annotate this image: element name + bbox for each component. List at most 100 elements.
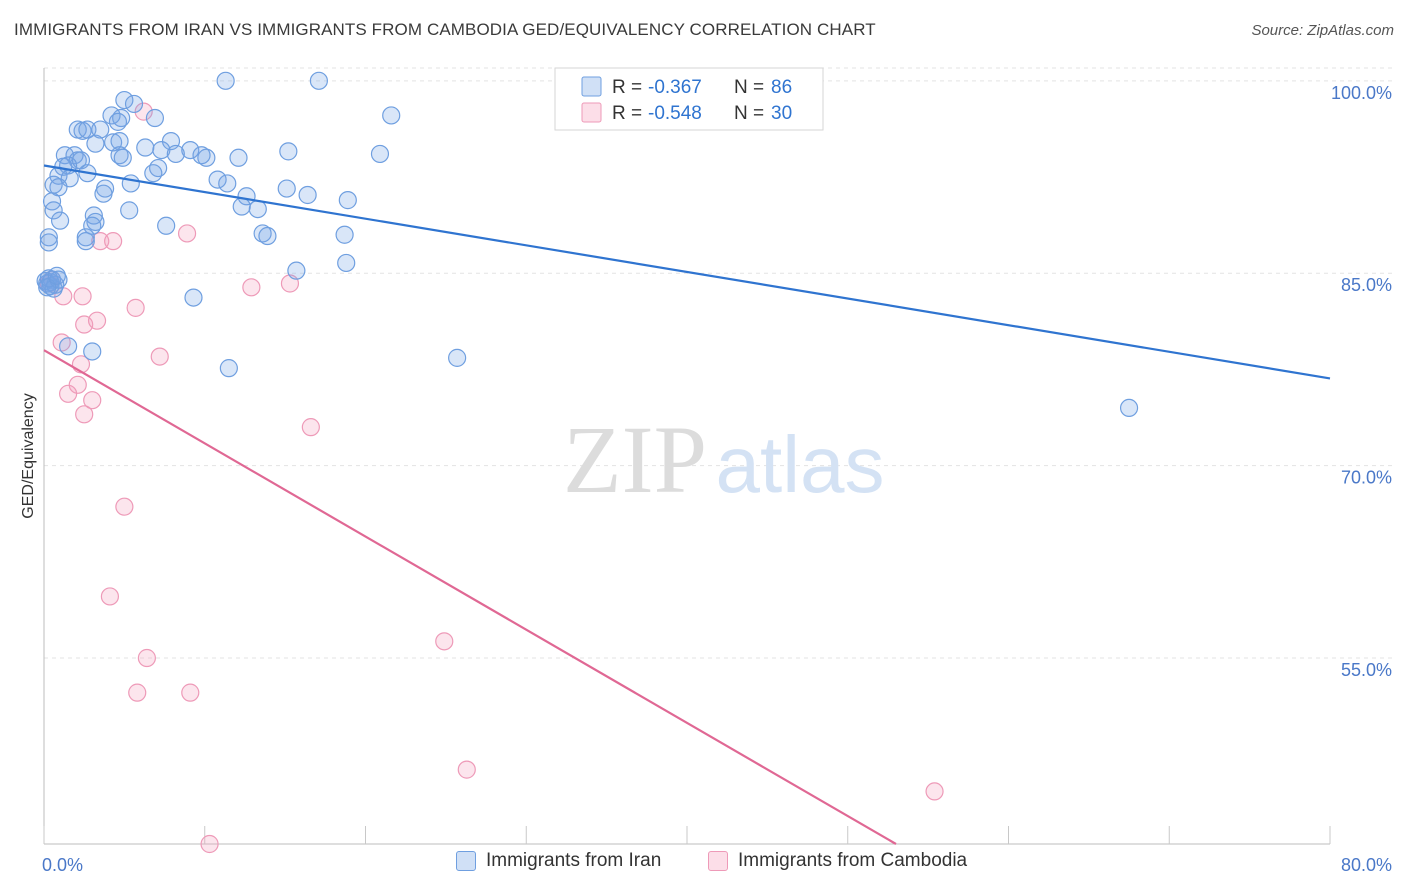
iran-point [232, 197, 251, 216]
legend-swatch-cambodia [581, 102, 602, 123]
iran-point [184, 288, 203, 307]
legend-cambodia-r-value: -0.548 [648, 103, 702, 124]
legend-iran-n-label: N = [734, 77, 764, 98]
iran-point [86, 134, 105, 153]
iran-point [91, 120, 110, 139]
iran-point [145, 108, 165, 128]
legend-swatch-iran-bottom [456, 851, 476, 871]
iran-point [115, 90, 134, 110]
iran-point [113, 148, 132, 167]
iran-point [39, 228, 58, 247]
iran-point [124, 94, 144, 114]
y-tick-label: 100.0% [1331, 83, 1392, 103]
iran-point [218, 174, 237, 193]
legend-cambodia-r-label: R = [612, 103, 642, 124]
legend-item-iran: Immigrants from Iran [456, 850, 661, 872]
iran-point [59, 337, 78, 356]
cambodia-point [150, 347, 169, 366]
cambodia-point [104, 232, 123, 251]
y-tick-labels: 55.0% 70.0% 85.0% 100.0% [1331, 83, 1392, 680]
iran-point [136, 138, 155, 157]
iran-point [219, 359, 238, 378]
iran-point [279, 142, 298, 161]
watermark-atlas: atlas [716, 420, 885, 509]
cambodia-point [91, 232, 110, 251]
cambodia-point [134, 102, 153, 121]
iran-point [309, 71, 328, 90]
iran-point [298, 185, 317, 205]
x-ticks [43, 826, 1331, 844]
iran-trend-line [43, 164, 1331, 380]
iran-point [152, 140, 171, 160]
trend-lines [43, 164, 1331, 845]
cambodia-point [83, 391, 102, 410]
cambodia-point [200, 834, 219, 854]
cambodia-trend-line [43, 349, 897, 845]
iran-point [208, 170, 227, 189]
stats-legend: R = -0.367 N = 86 R = -0.548 N = 30 [554, 67, 824, 131]
legend-cambodia-n-label: N = [734, 103, 764, 124]
iran-point [83, 216, 102, 235]
iran-point [248, 199, 267, 219]
cambodia-point [177, 224, 197, 243]
y-tick-label: 70.0% [1341, 468, 1392, 488]
iran-point [258, 226, 277, 246]
cambodia-point [435, 632, 454, 651]
iran-point [76, 228, 95, 247]
iran-point [94, 184, 113, 203]
iran-point [335, 225, 354, 244]
iran-point [229, 148, 248, 167]
x-tick-label-max: 80.0% [1341, 855, 1392, 875]
iran-point [253, 224, 272, 243]
iran-point [370, 144, 390, 164]
legend-swatch-iran [581, 76, 602, 97]
iran-point [192, 146, 211, 165]
legend-label-iran: Immigrants from Iran [486, 850, 662, 871]
iran-point [78, 120, 97, 139]
iran-point [42, 192, 62, 211]
cambodia-point [115, 497, 134, 516]
chart-title: IMMIGRANTS FROM IRAN VS IMMIGRANTS FROM … [14, 20, 876, 39]
iran-point [337, 253, 356, 273]
iran-point [39, 233, 58, 252]
watermark-zip: ZIP [563, 406, 707, 513]
y-tick-label: 85.0% [1341, 275, 1392, 295]
iran-point [448, 348, 467, 367]
iran-point [1119, 398, 1139, 418]
cambodia-point [301, 418, 320, 437]
cambodia-point [137, 648, 156, 668]
cambodia-point [242, 278, 261, 297]
y-tick-label: 55.0% [1341, 660, 1392, 680]
iran-point [382, 106, 401, 125]
series-legend: Immigrants from Iran Immigrants from Cam… [0, 850, 1406, 878]
legend-iran-r-value: -0.367 [648, 77, 702, 98]
iran-point [44, 201, 63, 220]
legend-iran-n-value: 86 [771, 77, 792, 98]
watermark: ZIP atlas [563, 406, 884, 513]
cambodia-point [181, 683, 200, 702]
iran-point [121, 174, 140, 193]
legend-cambodia-n-value: 30 [771, 103, 792, 124]
cambodia-point [126, 298, 145, 317]
iran-point [50, 211, 70, 230]
iran-point [76, 232, 95, 251]
cambodia-point [87, 311, 107, 330]
legend-iran-r-label: R = [612, 77, 642, 98]
iran-point [166, 144, 185, 164]
iran-point [287, 261, 306, 280]
cambodia-point [128, 683, 147, 702]
iran-point [108, 112, 128, 131]
iran-point [47, 266, 66, 285]
cambodia-point [100, 587, 120, 606]
iran-point [277, 179, 296, 198]
iran-point [149, 158, 168, 178]
iran-points [36, 71, 1139, 418]
iran-point [144, 164, 163, 183]
iran-point [216, 71, 235, 90]
source-label: Source: ZipAtlas.com [1251, 22, 1394, 39]
iran-point [83, 342, 102, 361]
y-axis-label: GED/Equivalency [20, 393, 37, 518]
iran-point [338, 191, 357, 210]
iran-point [181, 140, 200, 160]
